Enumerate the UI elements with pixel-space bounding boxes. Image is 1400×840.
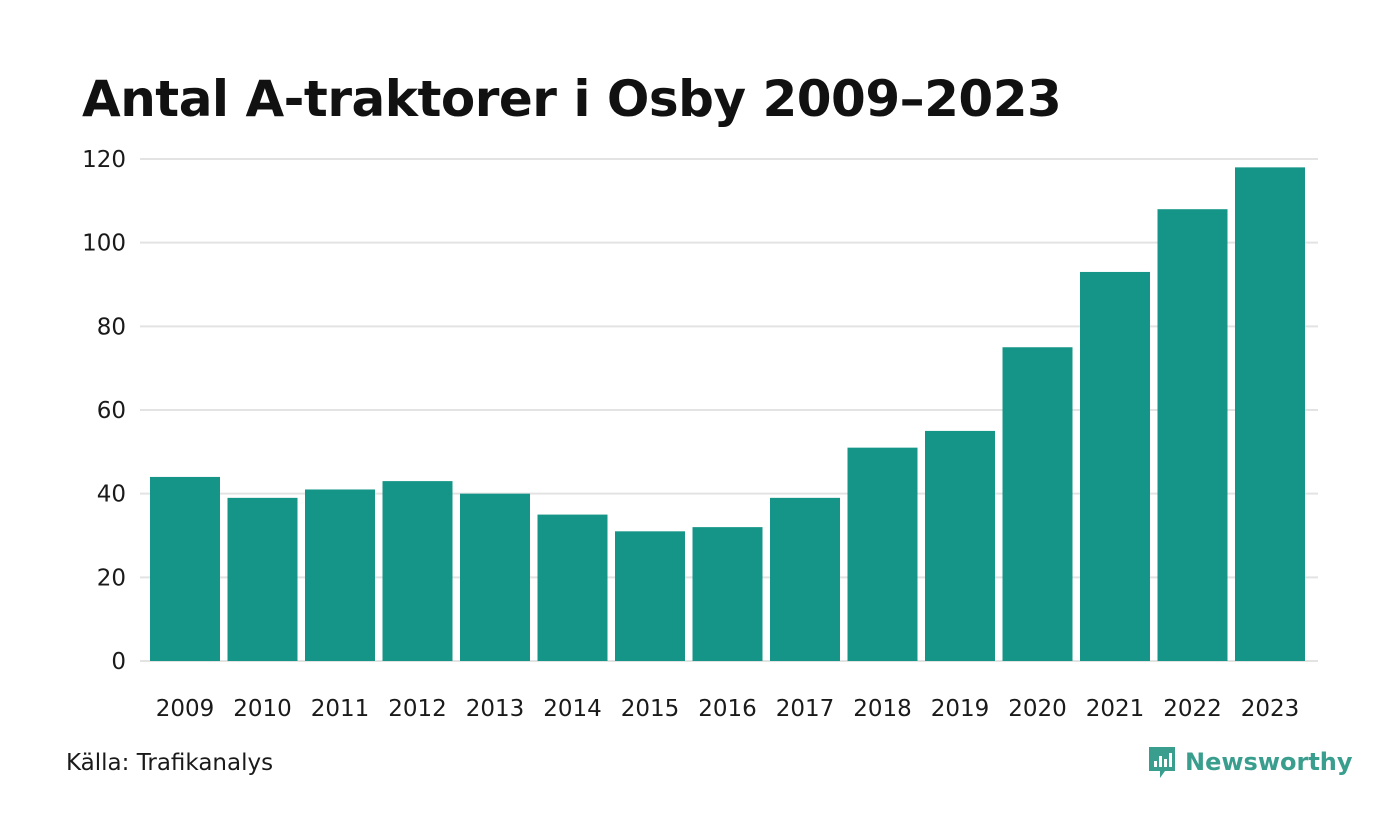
x-tick-label: 2016	[698, 696, 757, 722]
x-tick-label: 2019	[931, 696, 990, 722]
bar-2015	[615, 531, 685, 661]
x-tick-label: 2020	[1008, 696, 1067, 722]
bar-2023	[1235, 167, 1305, 661]
bar-2019	[925, 430, 995, 661]
y-tick-label: 120	[82, 147, 126, 173]
bar-2010	[227, 497, 298, 661]
x-axis-ticks: 2009 2010 2011 2012 2013 2014 2015 2016 2017 2018…	[156, 696, 1300, 722]
bar-2017	[770, 497, 840, 661]
x-tick-label: 2018	[853, 696, 912, 722]
source-note: Källa: Trafikanalys	[66, 750, 274, 776]
bar-2013	[460, 493, 530, 661]
y-tick-label: 100	[82, 231, 126, 257]
bar-2014	[537, 514, 608, 661]
x-tick-label: 2010	[233, 696, 292, 722]
bar-2020	[1002, 347, 1073, 661]
chart-title: Antal A-traktorer i Osby 2009–2023	[82, 70, 1062, 128]
x-tick-label: 2012	[388, 696, 447, 722]
x-tick-label: 2015	[621, 696, 680, 722]
y-tick-label: 60	[97, 398, 126, 424]
y-tick-label: 40	[97, 482, 126, 508]
bar-2018	[847, 447, 918, 661]
x-tick-label: 2014	[543, 696, 602, 722]
x-tick-label: 2013	[466, 696, 525, 722]
newsworthy-logo: Newsworthy	[1147, 744, 1353, 780]
bar-2012	[382, 481, 453, 661]
x-tick-label: 2009	[156, 696, 215, 722]
y-axis-ticks: 0 20 40 60 80 100 120	[82, 147, 126, 675]
x-tick-label: 2021	[1086, 696, 1145, 722]
bar-2011	[305, 489, 375, 661]
x-tick-label: 2011	[311, 696, 370, 722]
bar-2009	[150, 476, 220, 661]
x-tick-label: 2023	[1241, 696, 1300, 722]
bar-2016	[692, 527, 763, 661]
x-tick-label: 2017	[776, 696, 835, 722]
brand-name: Newsworthy	[1185, 748, 1353, 776]
x-tick-label: 2022	[1163, 696, 1222, 722]
newsworthy-chart-icon	[1149, 747, 1175, 778]
y-tick-label: 0	[111, 649, 126, 675]
y-tick-label: 20	[97, 565, 126, 591]
bar-2022	[1157, 209, 1228, 661]
bars	[150, 167, 1305, 661]
bar-2021	[1080, 271, 1150, 661]
y-tick-label: 80	[97, 314, 126, 340]
